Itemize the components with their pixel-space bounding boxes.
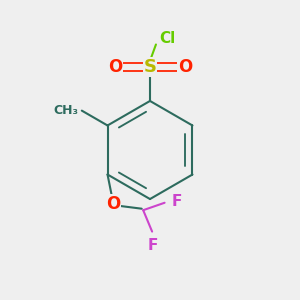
Text: O: O	[178, 58, 192, 76]
Text: CH₃: CH₃	[54, 104, 79, 117]
Text: Cl: Cl	[159, 31, 175, 46]
Text: O: O	[108, 58, 122, 76]
Text: O: O	[106, 195, 121, 213]
Text: F: F	[148, 238, 158, 253]
Text: S: S	[143, 58, 157, 76]
Text: F: F	[171, 194, 181, 209]
